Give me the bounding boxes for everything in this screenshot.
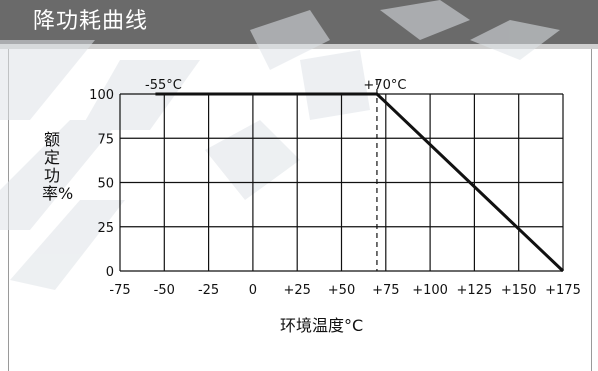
x-axis-label: 环境温度°C bbox=[280, 316, 364, 335]
x-tick-label: -75 bbox=[109, 283, 130, 298]
x-tick-label: -50 bbox=[154, 283, 175, 298]
y-tick-label: 100 bbox=[89, 88, 114, 103]
x-tick-label: +25 bbox=[283, 283, 310, 298]
y-tick-labels: 0 25 50 75 100 bbox=[89, 88, 114, 280]
derating-curve bbox=[155, 92, 565, 273]
x-tick-label: -25 bbox=[198, 283, 219, 298]
x-tick-label: +50 bbox=[328, 283, 355, 298]
series-lines bbox=[155, 92, 565, 273]
y-axis-label: 额定功率% bbox=[42, 130, 74, 203]
y-tick-label: 25 bbox=[97, 221, 114, 236]
y-tick-label: 50 bbox=[97, 177, 114, 192]
y-tick-label: 0 bbox=[106, 265, 114, 280]
annotations: -55°C +70°C bbox=[145, 78, 406, 93]
chart-section-title: 降功耗曲线 bbox=[33, 9, 149, 34]
frame-right-border bbox=[591, 49, 592, 371]
x-tick-label: 0 bbox=[249, 283, 257, 298]
y-tick-label: 75 bbox=[97, 132, 114, 147]
x-tick-labels: -75 -50 -25 0 +25 +50 +75 +100 +125 +150 +175 bbox=[109, 283, 580, 298]
x-tick-label: +75 bbox=[372, 283, 399, 298]
x-tick-label: +175 bbox=[545, 283, 581, 298]
x-tick-label: +125 bbox=[457, 283, 493, 298]
x-tick-label: +100 bbox=[412, 283, 448, 298]
annotation-label: -55°C bbox=[145, 78, 182, 93]
annotation-label: +70°C bbox=[363, 78, 406, 93]
x-tick-label: +150 bbox=[501, 283, 537, 298]
grid-lines bbox=[119, 93, 564, 272]
